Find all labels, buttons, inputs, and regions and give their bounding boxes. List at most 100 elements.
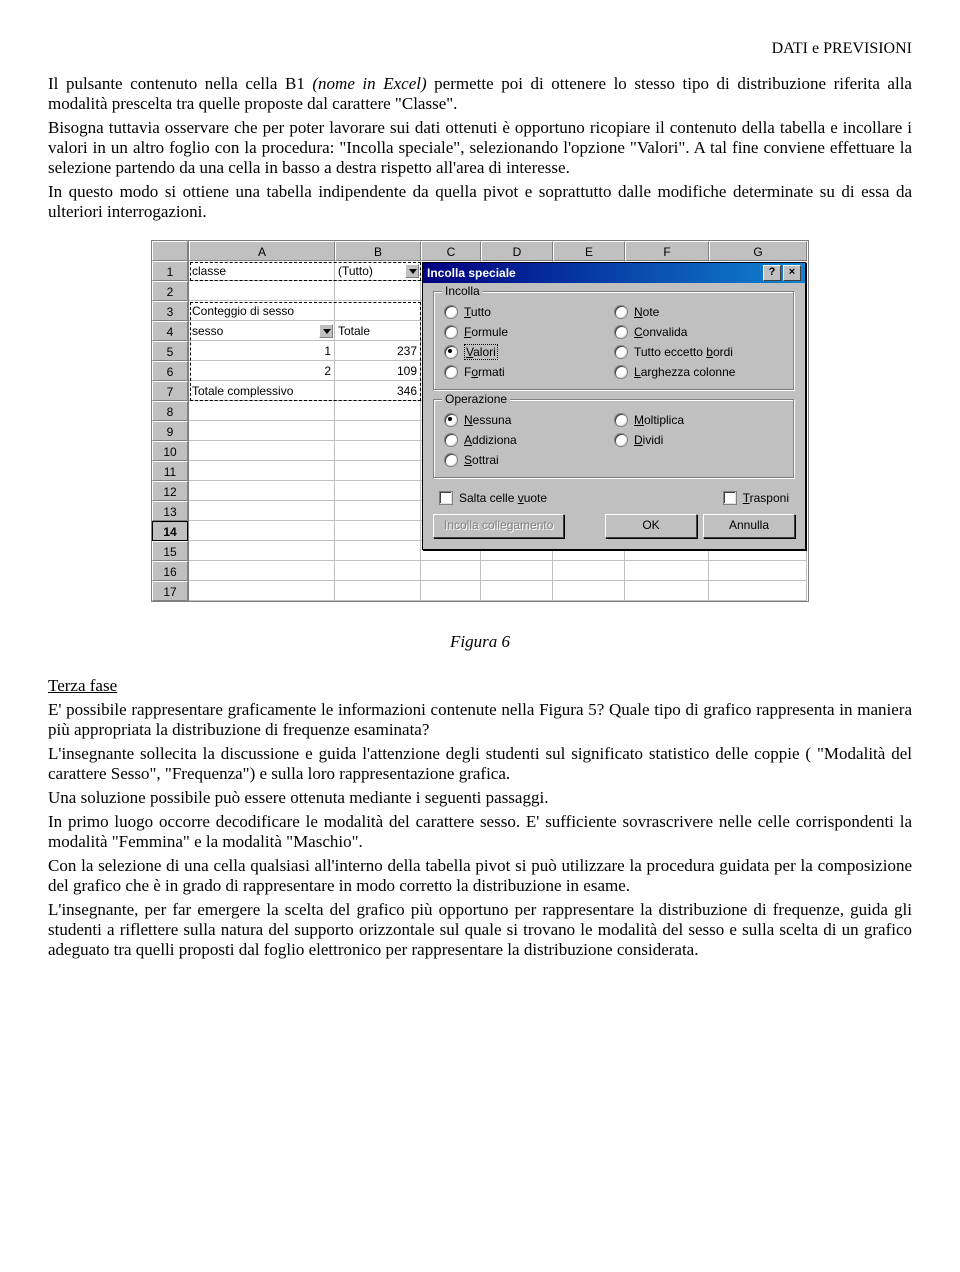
cell-B14[interactable]: [335, 521, 421, 541]
cell-B12[interactable]: [335, 481, 421, 501]
cell-B16[interactable]: [335, 561, 421, 581]
cell-A8[interactable]: [189, 401, 335, 421]
cell-B9[interactable]: [335, 421, 421, 441]
col-header-A[interactable]: A: [189, 241, 335, 261]
cell-F17[interactable]: [625, 581, 709, 601]
radio-icon: [444, 345, 458, 359]
chk-skip-blanks[interactable]: Salta celle vuote: [439, 487, 547, 509]
radio-op-moltiplica[interactable]: Moltiplica: [614, 410, 784, 430]
q6: L'insegnante, per far emergere la scelta…: [48, 900, 912, 960]
cell-A11[interactable]: [189, 461, 335, 481]
cell-B7[interactable]: 346: [335, 381, 421, 401]
radio-paste-tutto-eccetto-bordi[interactable]: Tutto eccetto bordi: [614, 342, 784, 362]
cell-D16[interactable]: [481, 561, 553, 581]
cell-B17[interactable]: [335, 581, 421, 601]
cell-B2[interactable]: [335, 281, 421, 301]
radio-paste-note[interactable]: Note: [614, 302, 784, 322]
radio-paste-formule[interactable]: Formule: [444, 322, 614, 342]
cell-C17[interactable]: [421, 581, 481, 601]
cell-A2[interactable]: [189, 281, 335, 301]
cell-B8[interactable]: [335, 401, 421, 421]
cell-A7[interactable]: Totale complessivo: [189, 381, 335, 401]
row-header-2[interactable]: 2: [152, 281, 188, 301]
radio-op-nessuna[interactable]: Nessuna: [444, 410, 614, 430]
col-header-E[interactable]: E: [553, 241, 625, 261]
row-header-11[interactable]: 11: [152, 461, 188, 481]
help-icon[interactable]: ?: [763, 265, 781, 281]
col-header-D[interactable]: D: [481, 241, 553, 261]
cell-G16[interactable]: [709, 561, 807, 581]
cell-E16[interactable]: [553, 561, 625, 581]
row-header-13[interactable]: 13: [152, 501, 188, 521]
radio-op-sottrai[interactable]: Sottrai: [444, 450, 614, 470]
radio-label: Formule: [464, 325, 508, 339]
cell-B3[interactable]: [335, 301, 421, 321]
row-header-16[interactable]: 16: [152, 561, 188, 581]
cell-A9[interactable]: [189, 421, 335, 441]
radio-paste-convalida[interactable]: Convalida: [614, 322, 784, 342]
cell-A17[interactable]: [189, 581, 335, 601]
cell-B13[interactable]: [335, 501, 421, 521]
cell-A15[interactable]: [189, 541, 335, 561]
dialog-titlebar[interactable]: Incolla speciale ? ×: [423, 263, 805, 283]
radio-paste-tutto[interactable]: Tutto: [444, 302, 614, 322]
row-header-4[interactable]: 4: [152, 321, 188, 341]
cell-B11[interactable]: [335, 461, 421, 481]
row-header-3[interactable]: 3: [152, 301, 188, 321]
radio-op-dividi[interactable]: Dividi: [614, 430, 784, 450]
radio-paste-formati[interactable]: Formati: [444, 362, 614, 382]
cell-G17[interactable]: [709, 581, 807, 601]
paste-special-dialog: Incolla speciale ? × Incolla Tutto Formul…: [422, 262, 806, 550]
cell-B10[interactable]: [335, 441, 421, 461]
row-header-10[interactable]: 10: [152, 441, 188, 461]
page-header: DATI e PREVISIONI: [48, 40, 912, 58]
cell-B15[interactable]: [335, 541, 421, 561]
cell-A1[interactable]: classe: [189, 261, 335, 281]
radio-paste-larghezza-colonne[interactable]: Larghezza colonne: [614, 362, 784, 382]
col-header-B[interactable]: B: [335, 241, 421, 261]
radio-label: Formati: [464, 365, 505, 379]
cell-A5[interactable]: 1: [189, 341, 335, 361]
cell-A10[interactable]: [189, 441, 335, 461]
row-header-6[interactable]: 6: [152, 361, 188, 381]
cell-B4[interactable]: Totale: [335, 321, 421, 341]
row-header-1[interactable]: 1: [152, 261, 188, 281]
close-icon[interactable]: ×: [783, 265, 801, 281]
row-header-9[interactable]: 9: [152, 421, 188, 441]
dropdown-button-B1[interactable]: [405, 264, 419, 278]
cell-A12[interactable]: [189, 481, 335, 501]
ok-button[interactable]: OK: [605, 514, 697, 538]
col-header-G[interactable]: G: [709, 241, 807, 261]
chk-transpose[interactable]: Trasponi: [723, 487, 789, 509]
cell-D17[interactable]: [481, 581, 553, 601]
row-header-7[interactable]: 7: [152, 381, 188, 401]
radio-icon: [444, 325, 458, 339]
cell-B5[interactable]: 237: [335, 341, 421, 361]
group-paste-title: Incolla: [442, 284, 483, 298]
cell-B6[interactable]: 109: [335, 361, 421, 381]
p1a: Il pulsante contenuto nella cella B1: [48, 74, 312, 93]
excel-screenshot: 1234567891011121314151617 ABCDEFG classe…: [151, 240, 809, 602]
row-header-14[interactable]: 14: [152, 521, 188, 541]
cell-C16[interactable]: [421, 561, 481, 581]
radio-paste-valori[interactable]: Valori: [444, 342, 614, 362]
row-header-15[interactable]: 15: [152, 541, 188, 561]
cell-A4[interactable]: sesso: [189, 321, 335, 341]
row-header-5[interactable]: 5: [152, 341, 188, 361]
cancel-button[interactable]: Annulla: [703, 514, 795, 538]
dropdown-button-A4[interactable]: [319, 324, 333, 338]
radio-op-addiziona[interactable]: Addiziona: [444, 430, 614, 450]
row-header-8[interactable]: 8: [152, 401, 188, 421]
cell-A14[interactable]: [189, 521, 335, 541]
radio-icon: [614, 433, 628, 447]
cell-A13[interactable]: [189, 501, 335, 521]
col-header-F[interactable]: F: [625, 241, 709, 261]
cell-A16[interactable]: [189, 561, 335, 581]
row-header-12[interactable]: 12: [152, 481, 188, 501]
cell-A3[interactable]: Conteggio di sesso: [189, 301, 335, 321]
cell-E17[interactable]: [553, 581, 625, 601]
cell-A6[interactable]: 2: [189, 361, 335, 381]
row-header-17[interactable]: 17: [152, 581, 188, 601]
cell-F16[interactable]: [625, 561, 709, 581]
col-header-C[interactable]: C: [421, 241, 481, 261]
